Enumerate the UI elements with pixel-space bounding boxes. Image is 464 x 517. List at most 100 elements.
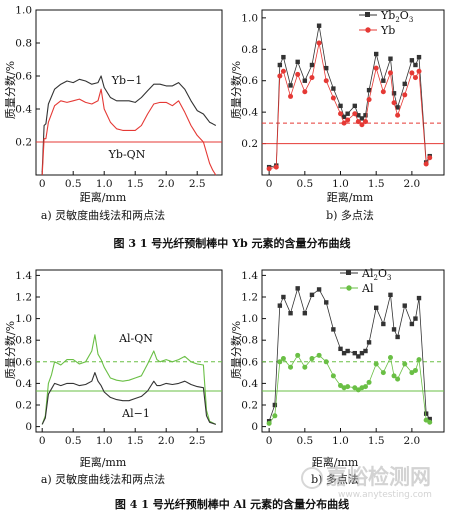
x-tick-label: 2.5 <box>189 178 206 190</box>
y-tick-label: 0.8 <box>15 335 32 347</box>
data-point-al <box>362 384 368 390</box>
x-tick-label: 0.5 <box>296 435 313 447</box>
data-point-yb2o3 <box>281 54 286 60</box>
data-point-al2o3 <box>288 311 293 316</box>
data-point-al <box>395 376 401 382</box>
data-point-yb2o3 <box>359 116 365 121</box>
data-point-yb <box>341 120 347 126</box>
watermark-text: 嘉峪检测网 <box>326 465 431 489</box>
fig4-right-legend: Al2O3 Al <box>340 267 391 295</box>
fig3-left-xlabel: 距离/mm <box>80 190 127 204</box>
data-point-al2o3 <box>324 300 329 305</box>
y-tick-label: 0.4 <box>15 378 32 390</box>
x-tick-label: 2.5 <box>189 435 206 447</box>
data-point-yb2o3 <box>391 91 397 96</box>
data-point-al2o3 <box>281 294 286 300</box>
fig3-left-annotation-yb1: Yb−1 <box>111 74 143 87</box>
data-point-al <box>277 359 283 365</box>
fig4-left-subcaption: a) 灵敏度曲线法和两点法 <box>41 472 165 486</box>
y-tick-label: 0.6 <box>15 71 32 83</box>
data-point-al <box>309 356 315 362</box>
data-point-yb2o3 <box>316 23 322 28</box>
plot-frame <box>261 269 445 433</box>
x-tick-label: 2.0 <box>158 178 175 190</box>
series-line-yb-1 <box>41 75 217 172</box>
y-tick-label: 0.8 <box>241 44 258 56</box>
data-point-yb <box>352 111 358 117</box>
data-point-al2o3 <box>402 303 407 308</box>
data-point-al2o3 <box>359 350 365 356</box>
x-tick-label: 0 <box>266 435 273 447</box>
data-point-al <box>295 352 301 358</box>
data-point-al <box>373 361 379 367</box>
data-point-yb2o3 <box>309 62 315 68</box>
x-tick-label: 1.5 <box>368 178 385 190</box>
data-point-yb <box>288 93 294 99</box>
fig4-left-xlabel: 距离/mm <box>80 455 127 469</box>
data-point-yb2o3 <box>338 103 343 109</box>
data-point-al <box>366 379 372 385</box>
data-point-al2o3 <box>391 327 397 332</box>
data-point-yb <box>366 97 372 103</box>
fig4-right-subcaption: b) 多点法 <box>311 472 359 486</box>
data-point-yb2o3 <box>381 78 386 83</box>
data-point-al <box>391 373 397 379</box>
series-line-yb-qn <box>41 88 217 176</box>
y-tick-label: 1.4 <box>241 270 258 282</box>
data-point-al2o3 <box>427 416 432 422</box>
data-point-al <box>323 359 329 365</box>
x-tick-label: 0 <box>266 178 273 190</box>
x-tick-label: 2.0 <box>158 435 175 447</box>
fig4-legend-al2o3: Al2O3 <box>361 267 391 282</box>
data-point-yb2o3 <box>356 113 361 118</box>
x-tick-label: 1.5 <box>368 435 385 447</box>
data-point-yb2o3 <box>363 113 368 118</box>
data-point-yb2o3 <box>416 54 422 60</box>
data-point-al <box>412 367 418 373</box>
fig3-left-annotation-ybqn: Yb-QN <box>108 148 146 161</box>
series-line-yb2o3 <box>269 25 431 168</box>
data-point-al <box>402 361 408 367</box>
data-point-yb <box>316 40 322 46</box>
plot-frame <box>35 269 223 433</box>
data-point-al2o3 <box>302 311 308 316</box>
data-point-al2o3 <box>423 411 429 416</box>
data-point-al2o3 <box>295 286 300 291</box>
fig3-caption: 图 3 1 号光纤预制棒中 Yb 元素的含量分布曲线 <box>114 236 351 250</box>
data-point-yb <box>373 65 379 71</box>
data-point-al <box>427 419 433 425</box>
x-tick-label: 0.5 <box>65 435 82 447</box>
series-line-al-1 <box>41 372 216 425</box>
data-point-al2o3 <box>316 287 322 292</box>
fig4-right-xlabel: 距离/mm <box>312 455 359 469</box>
y-tick-label: 0.2 <box>15 400 32 412</box>
x-tick-label: 0 <box>39 178 46 190</box>
x-tick-label: 2.0 <box>404 178 421 190</box>
data-point-yb <box>330 95 336 101</box>
y-tick-label: 0.6 <box>241 356 258 368</box>
y-tick-label: 0.4 <box>15 104 32 116</box>
data-point-al <box>266 420 272 426</box>
x-tick-label: 1.0 <box>96 435 113 447</box>
y-tick-label: 0.8 <box>241 335 258 347</box>
y-tick-label: 1.0 <box>241 12 258 24</box>
x-tick-label: 1.0 <box>332 435 349 447</box>
data-point-al2o3 <box>373 305 379 310</box>
data-point-yb2o3 <box>331 86 336 91</box>
data-point-yb <box>391 100 397 106</box>
data-point-yb2o3 <box>409 58 415 63</box>
fig3-legend-yb: Yb <box>380 24 395 37</box>
data-point-yb <box>362 119 368 125</box>
fig3-left-ylabel: 质量分数/% <box>4 61 17 119</box>
data-point-al2o3 <box>338 346 343 352</box>
y-tick-label: 1.4 <box>15 270 32 282</box>
data-point-yb <box>380 89 386 95</box>
data-point-yb2o3 <box>352 103 357 109</box>
legend-circle-icon <box>365 27 371 33</box>
fig3-right-xlabel: 距离/mm <box>327 190 374 204</box>
y-tick-label: 0.2 <box>241 138 258 150</box>
data-point-yb <box>273 164 279 170</box>
fig4-legend-al: Al <box>361 282 374 295</box>
data-point-yb <box>387 70 393 76</box>
y-tick-label: 0.2 <box>241 400 258 412</box>
